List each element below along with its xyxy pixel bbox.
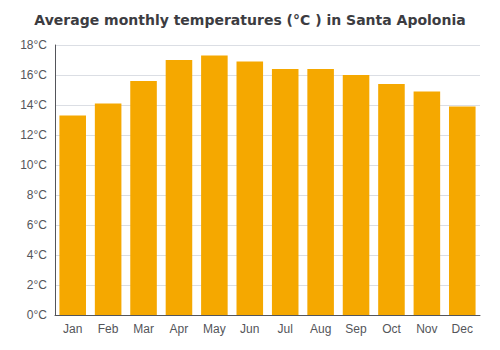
svg-text:Feb: Feb <box>98 322 119 336</box>
svg-text:Sep: Sep <box>345 322 367 336</box>
svg-text:Apr: Apr <box>170 322 189 336</box>
svg-text:Nov: Nov <box>416 322 437 336</box>
svg-text:4°C: 4°C <box>27 248 47 262</box>
svg-text:Mar: Mar <box>133 322 154 336</box>
svg-text:18°C: 18°C <box>20 38 47 52</box>
svg-text:10°C: 10°C <box>20 158 47 172</box>
svg-text:Average monthly temperatures (: Average monthly temperatures (°C ) in Sa… <box>34 12 465 28</box>
svg-text:Jun: Jun <box>240 322 259 336</box>
svg-text:Jul: Jul <box>278 322 293 336</box>
svg-text:16°C: 16°C <box>20 68 47 82</box>
svg-text:12°C: 12°C <box>20 128 47 142</box>
svg-text:8°C: 8°C <box>27 188 47 202</box>
svg-text:May: May <box>203 322 226 336</box>
svg-text:Jan: Jan <box>63 322 82 336</box>
svg-text:Oct: Oct <box>382 322 401 336</box>
svg-text:6°C: 6°C <box>27 218 47 232</box>
svg-text:Aug: Aug <box>310 322 331 336</box>
svg-text:0°C: 0°C <box>27 308 47 322</box>
svg-text:Dec: Dec <box>452 322 473 336</box>
svg-text:14°C: 14°C <box>20 98 47 112</box>
svg-text:2°C: 2°C <box>27 278 47 292</box>
